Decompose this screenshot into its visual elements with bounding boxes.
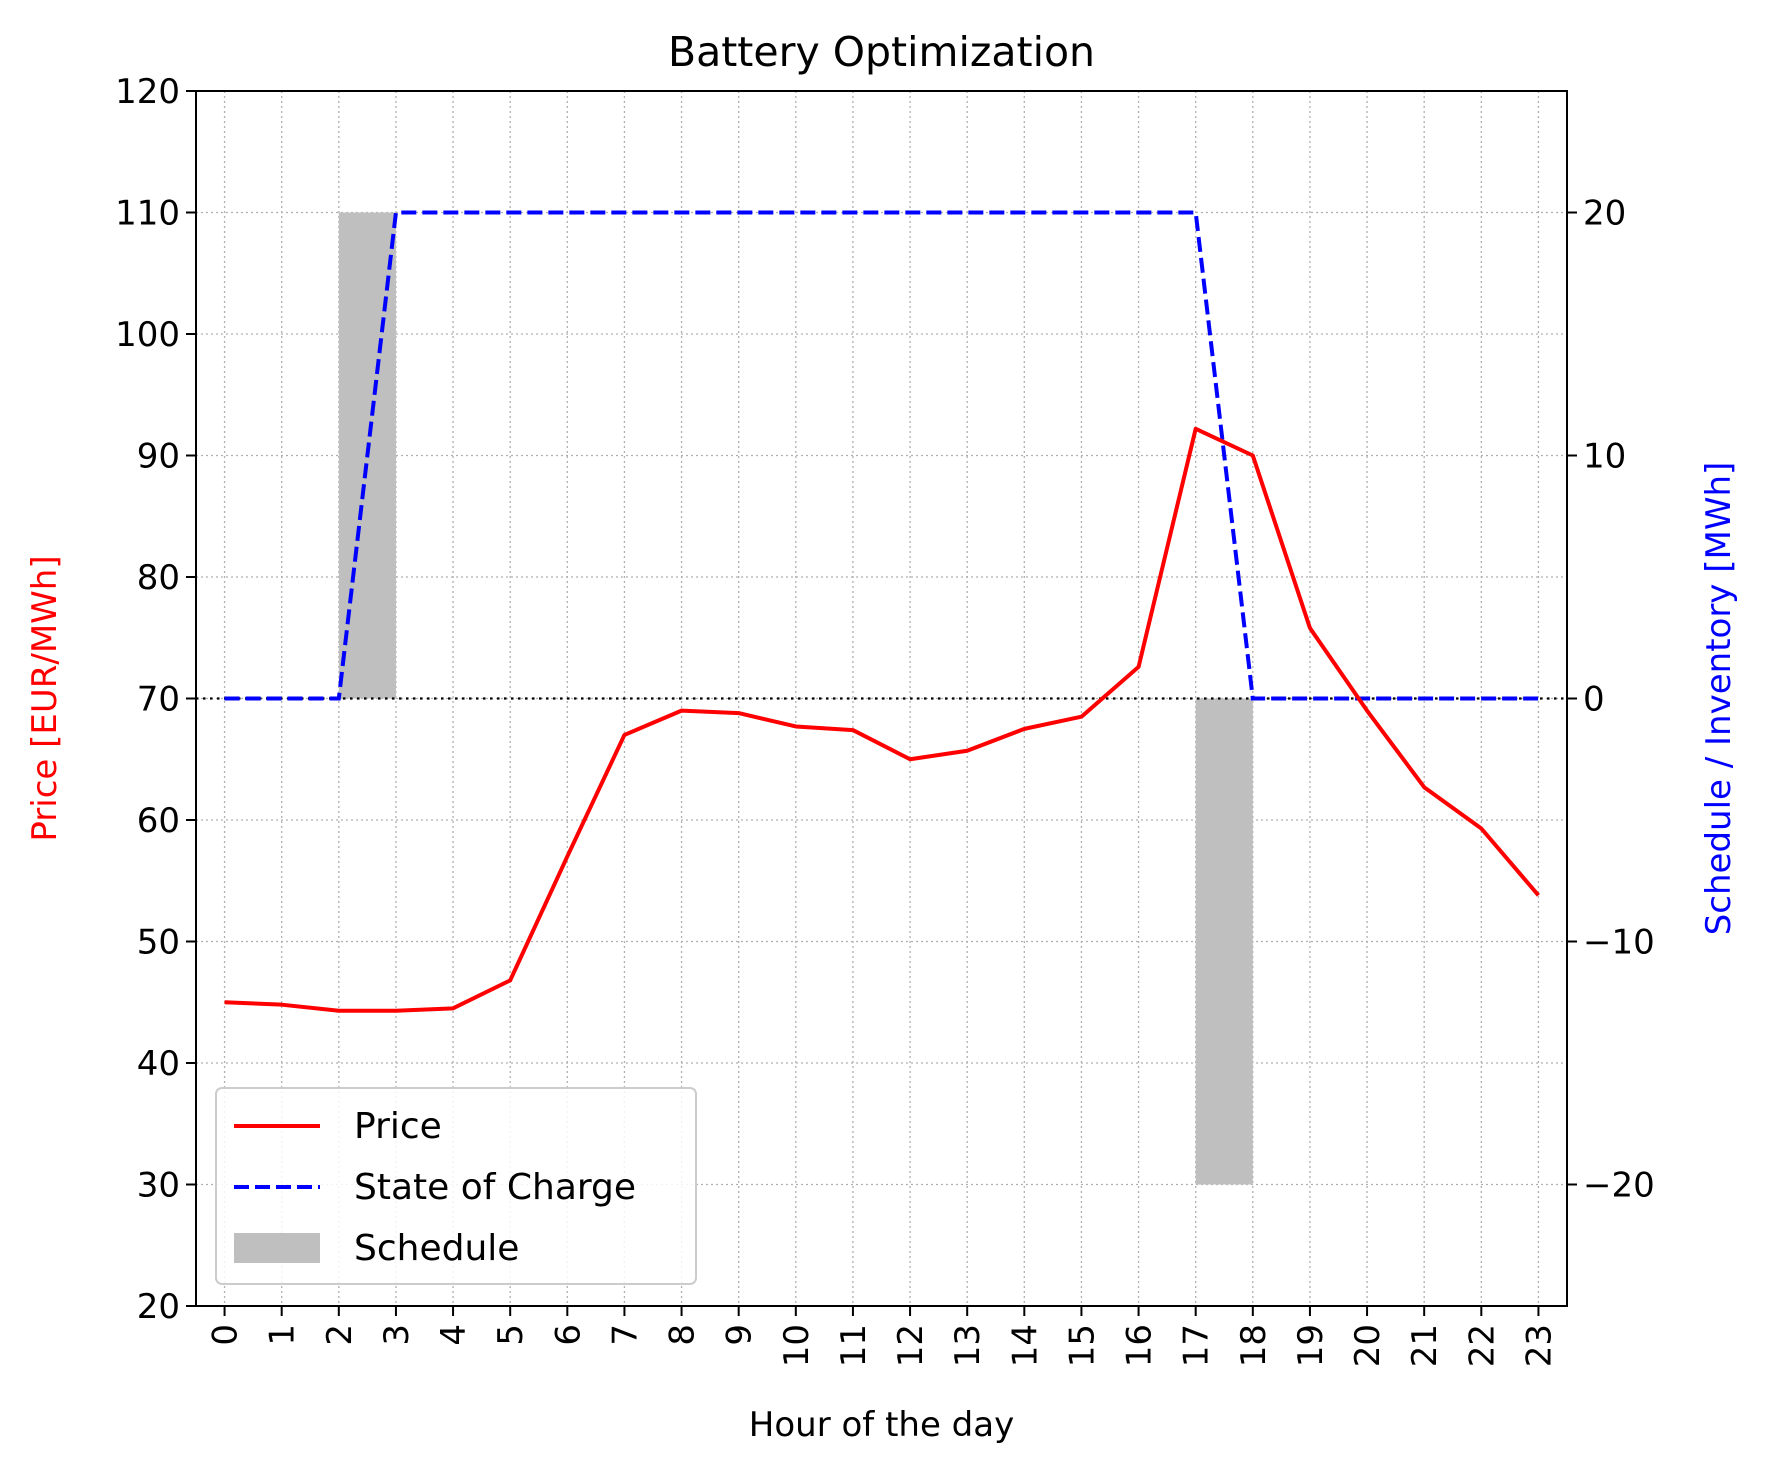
price-line: [224, 426, 1540, 1013]
x-tick-label: 8: [663, 1324, 703, 1346]
x-axis-title: Hour of the day: [749, 1405, 1014, 1445]
x-tick-label: 13: [948, 1324, 988, 1367]
soc-line: [224, 210, 1539, 701]
chart-title: Battery Optimization: [668, 28, 1095, 76]
x-tick-label: 14: [1005, 1324, 1045, 1367]
x-tick-label: 1: [263, 1324, 303, 1346]
y-right-tick-label: 20: [1583, 194, 1626, 234]
x-tick-label: 3: [377, 1324, 417, 1346]
x-tick-label: 0: [206, 1324, 246, 1346]
legend-schedule-swatch: [234, 1233, 320, 1263]
y-right-tick-label: 10: [1583, 437, 1626, 477]
legend-box: [215, 1087, 697, 1285]
x-tick-label: 20: [1348, 1324, 1388, 1367]
x-tick-label: 11: [834, 1324, 874, 1367]
y-left-tick-label: 90: [137, 437, 180, 477]
legend-price-label: Price: [354, 1106, 442, 1147]
x-tick-label: 18: [1234, 1324, 1274, 1367]
y-right-tick-label: −20: [1583, 1166, 1655, 1206]
x-tick-label: 10: [777, 1324, 817, 1367]
x-tick-label: 16: [1120, 1324, 1160, 1367]
legend-soc-label: State of Charge: [354, 1167, 636, 1208]
x-tick-label: 15: [1062, 1324, 1102, 1367]
x-tick-label: 7: [605, 1324, 645, 1346]
x-tick-label: 5: [491, 1324, 531, 1346]
y-axis-left-title: Price [EUR/MWh]: [25, 555, 65, 841]
y-left-tick-label: 50: [137, 923, 180, 963]
y-axis-right-title: Schedule / Inventory [MWh]: [1699, 462, 1739, 936]
x-tick-label: 4: [434, 1324, 474, 1346]
y-left-tick-label: 30: [137, 1166, 180, 1206]
x-tick-label: 21: [1405, 1324, 1445, 1367]
x-tick-label: 22: [1462, 1324, 1502, 1367]
x-tick-label: 6: [548, 1324, 588, 1346]
y-left-tick-label: 110: [115, 194, 180, 234]
y-left-tick-label: 40: [137, 1044, 180, 1084]
x-tick-label: 2: [320, 1324, 360, 1346]
y-right-tick-label: −10: [1583, 923, 1655, 963]
x-tick-label: 12: [891, 1324, 931, 1367]
x-tick-label: 9: [720, 1324, 760, 1346]
y-left-tick-label: 20: [137, 1287, 180, 1327]
x-tick-label: 19: [1291, 1324, 1331, 1367]
schedule-bars: [338, 212, 1253, 1185]
legend-schedule-label: Schedule: [354, 1228, 519, 1269]
y-right-tick-label: 0: [1583, 680, 1605, 720]
y-left-tick-label: 100: [115, 315, 180, 355]
y-left-tick-label: 70: [137, 680, 180, 720]
y-left-tick-label: 120: [115, 72, 180, 112]
x-tick-label: 23: [1519, 1324, 1559, 1367]
series-lines: [224, 210, 1540, 1013]
x-tick-label: 17: [1177, 1324, 1217, 1367]
y-left-tick-label: 60: [137, 801, 180, 841]
legend: Price State of Charge Schedule: [215, 1087, 697, 1285]
schedule-bar: [1195, 698, 1253, 1185]
y-left-tick-label: 80: [137, 558, 180, 598]
